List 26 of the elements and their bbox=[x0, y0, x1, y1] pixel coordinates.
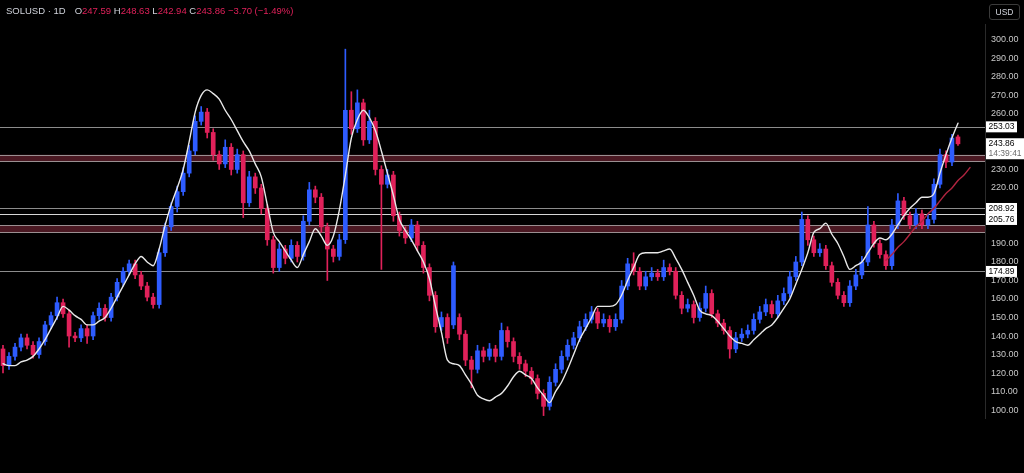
ref-line-label: 174.89 bbox=[988, 265, 1015, 276]
y-tick-label: 150.00 bbox=[991, 311, 1019, 322]
y-axis-title: USD bbox=[989, 4, 1020, 20]
y-tick-label: 100.00 bbox=[991, 404, 1019, 415]
y-tick-label: 270.00 bbox=[991, 89, 1019, 100]
y-tick-label: 280.00 bbox=[991, 71, 1019, 82]
y-tick-label: 120.00 bbox=[991, 367, 1019, 378]
y-tick-label: 300.00 bbox=[991, 34, 1019, 45]
text: 14:39:41 bbox=[988, 148, 1022, 159]
y-tick-label: 170.00 bbox=[991, 274, 1019, 285]
y-tick-label: 260.00 bbox=[991, 108, 1019, 119]
y-tick-label: 190.00 bbox=[991, 237, 1019, 248]
ref-line-label: 205.76 bbox=[988, 213, 1015, 224]
chart-title: SOLUSD · 1D bbox=[6, 5, 66, 16]
ref-line-label: 208.92 bbox=[988, 202, 1015, 213]
text: 243.86 bbox=[988, 138, 1015, 149]
y-tick-label: 230.00 bbox=[991, 163, 1019, 174]
ref-line-label: 253.03 bbox=[988, 121, 1015, 132]
y-tick-label: 130.00 bbox=[991, 349, 1019, 360]
text: O247.59 H248.63 L242.94 C243.86 −3.70 (−1.49%) bbox=[74, 5, 294, 16]
y-tick-label: 110.00 bbox=[991, 386, 1018, 397]
y-tick-label: 160.00 bbox=[991, 293, 1019, 304]
y-tick-label: 220.00 bbox=[991, 182, 1019, 193]
y-tick-label: 180.00 bbox=[991, 256, 1019, 267]
y-tick-label: 290.00 bbox=[991, 52, 1019, 63]
y-tick-label: 140.00 bbox=[991, 330, 1019, 341]
